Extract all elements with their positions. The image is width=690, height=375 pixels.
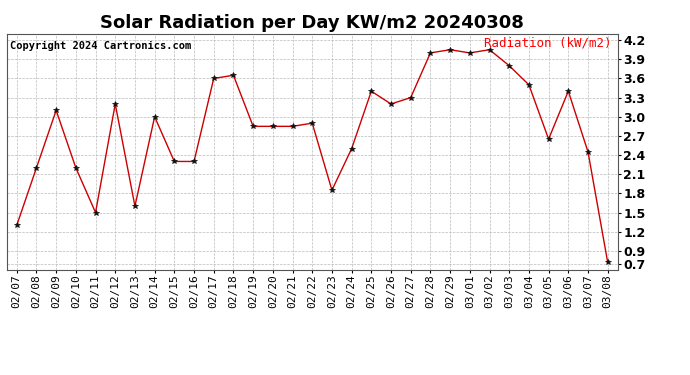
Text: Radiation (kW/m2): Radiation (kW/m2) <box>484 36 611 49</box>
Text: Copyright 2024 Cartronics.com: Copyright 2024 Cartronics.com <box>10 41 191 51</box>
Title: Solar Radiation per Day KW/m2 20240308: Solar Radiation per Day KW/m2 20240308 <box>100 14 524 32</box>
